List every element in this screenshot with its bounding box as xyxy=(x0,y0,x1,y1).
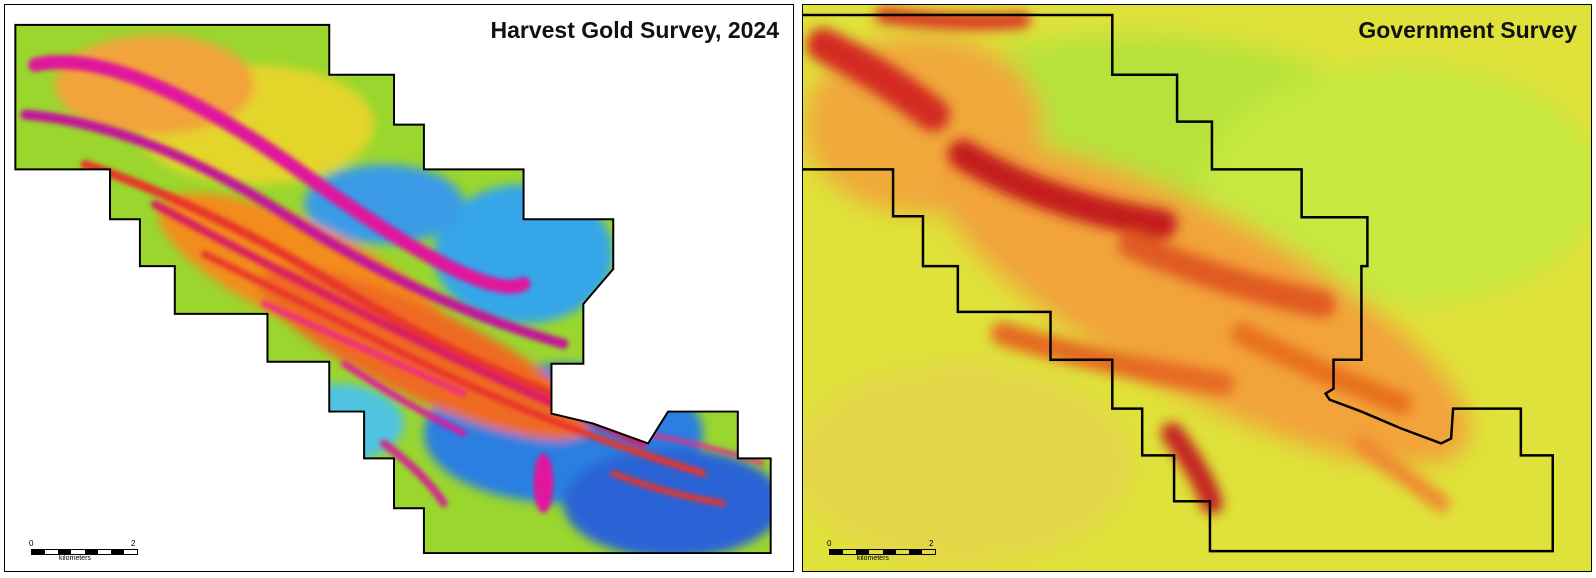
scale-start-label: 0 xyxy=(827,539,832,548)
survey-map-panel-government: Government Survey 0 2 kilometers xyxy=(802,4,1592,572)
panel-title: Government Survey xyxy=(1358,17,1577,43)
scale-unit-label: kilometers xyxy=(59,555,91,562)
panel-title: Harvest Gold Survey, 2024 xyxy=(490,17,780,43)
scale-start-label: 0 xyxy=(29,539,34,548)
magnetic-survey-map xyxy=(14,23,772,555)
survey-map-panel-harvest-gold: Harvest Gold Survey, 2024 0 2 kilometers xyxy=(4,4,794,572)
scale-bar-graphic xyxy=(31,549,138,555)
scale-bar: 0 2 kilometers xyxy=(29,539,144,565)
scale-bar-graphic xyxy=(829,549,936,555)
scale-end-label: 2 xyxy=(131,539,136,548)
scale-bar: 0 2 kilometers xyxy=(827,539,942,565)
scale-unit-label: kilometers xyxy=(857,555,889,562)
scale-end-label: 2 xyxy=(929,539,934,548)
magnetic-survey-map xyxy=(803,5,1591,571)
